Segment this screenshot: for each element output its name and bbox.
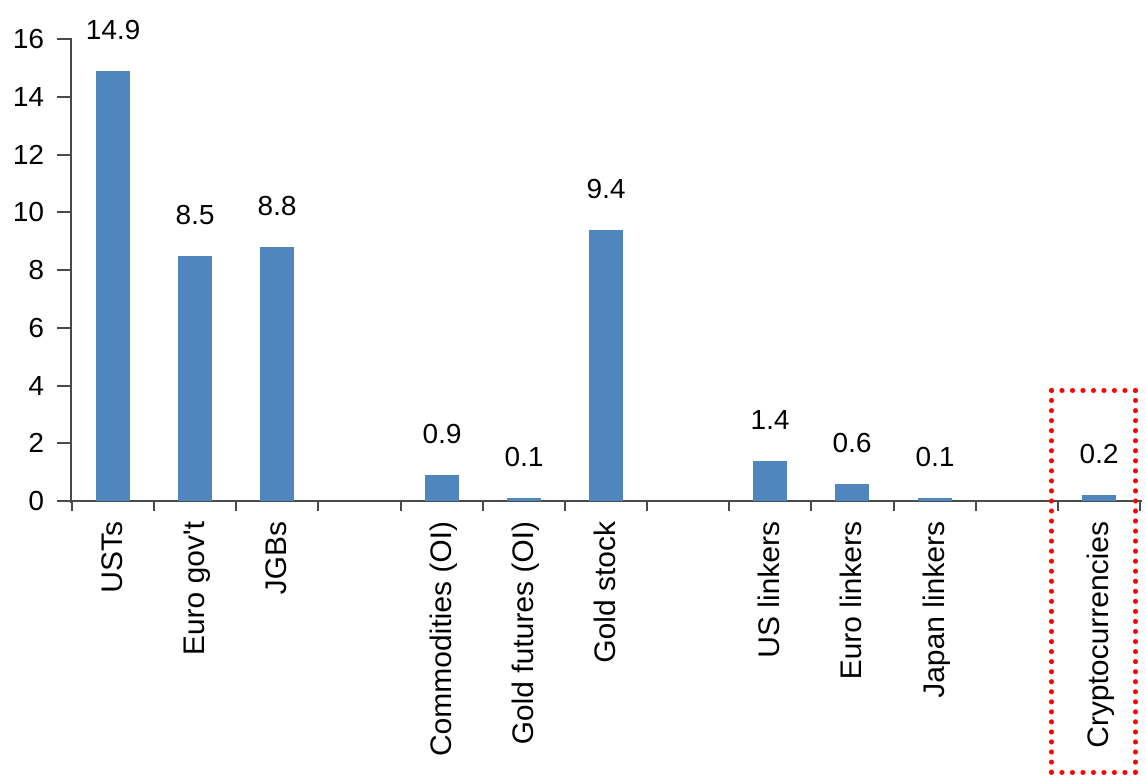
x-axis-tick xyxy=(235,502,237,511)
bar-value-label-gold-stock: 9.4 xyxy=(586,173,626,204)
bar-japan-linkers xyxy=(918,498,952,501)
x-axis-tick xyxy=(646,502,648,511)
bar-gold-futures-oi xyxy=(507,498,541,501)
y-axis-tick xyxy=(57,500,72,502)
x-axis-category-label-jgbs: JGBs xyxy=(260,521,293,595)
x-axis-category-label-gold-stock: Gold stock xyxy=(589,521,622,663)
y-axis-tick xyxy=(57,154,72,156)
x-axis-category-label-us-linkers: US linkers xyxy=(753,521,786,658)
y-axis-line xyxy=(70,39,72,503)
bar-value-label-japan-linkers: 0.1 xyxy=(915,441,955,472)
x-axis-category-label-usts: USTs xyxy=(96,521,129,593)
y-axis-tick xyxy=(57,327,72,329)
y-axis-tick xyxy=(57,385,72,387)
bar-value-label-usts: 14.9 xyxy=(85,14,141,45)
x-axis-line xyxy=(70,500,1142,502)
x-axis-category-label-euro-gov-t: Euro gov't xyxy=(178,521,211,656)
bar-value-label-jgbs: 8.8 xyxy=(257,190,297,221)
bar-value-label-gold-futures-oi: 0.1 xyxy=(504,441,544,472)
x-axis-tick xyxy=(975,502,977,511)
bar-us-linkers xyxy=(753,461,787,501)
x-axis-tick xyxy=(810,502,812,511)
bar-commodities-oi xyxy=(425,475,459,501)
bar-gold-stock xyxy=(589,230,623,501)
y-axis-tick xyxy=(57,96,72,98)
bar-value-label-us-linkers: 1.4 xyxy=(750,404,790,435)
y-axis-tick xyxy=(57,211,72,213)
y-axis-tick-label: 8 xyxy=(28,254,44,285)
y-axis-tick-label: 2 xyxy=(28,427,44,458)
x-axis-tick xyxy=(400,502,402,511)
y-axis-tick-label: 10 xyxy=(12,196,44,227)
bar-jgbs xyxy=(260,247,294,501)
x-axis-tick xyxy=(482,502,484,511)
x-axis-category-label-gold-futures-oi: Gold futures (OI) xyxy=(507,521,540,745)
y-axis-tick-label: 0 xyxy=(28,485,44,516)
bar-value-label-euro-gov-t: 8.5 xyxy=(175,199,215,230)
bar-euro-linkers xyxy=(835,484,869,501)
bar-usts xyxy=(96,71,130,501)
y-axis-tick xyxy=(57,442,72,444)
x-axis-category-label-japan-linkers: Japan linkers xyxy=(918,521,951,698)
x-axis-category-label-euro-linkers: Euro linkers xyxy=(835,521,868,680)
x-axis-tick xyxy=(317,502,319,511)
x-axis-tick xyxy=(153,502,155,511)
x-axis-tick xyxy=(728,502,730,511)
bar-value-label-commodities-oi: 0.9 xyxy=(422,418,462,449)
x-axis-tick xyxy=(71,502,73,511)
y-axis-tick-label: 6 xyxy=(28,312,44,343)
y-axis-tick-label: 4 xyxy=(28,370,44,401)
x-axis-tick xyxy=(893,502,895,511)
x-axis-tick xyxy=(1139,502,1141,511)
y-axis-tick-label: 16 xyxy=(12,23,44,54)
highlight-box xyxy=(1049,388,1138,775)
x-axis-category-label-commodities-oi: Commodities (OI) xyxy=(425,521,458,757)
bar-value-label-cryptocurrencies: 0.2 xyxy=(1079,438,1119,469)
bar-euro-gov-t xyxy=(178,256,212,501)
y-axis-tick xyxy=(57,38,72,40)
x-axis-tick xyxy=(1057,502,1059,511)
y-axis-tick xyxy=(57,269,72,271)
y-axis-tick-label: 12 xyxy=(12,139,44,170)
y-axis-tick-label: 14 xyxy=(12,81,44,112)
bar-value-label-euro-linkers: 0.6 xyxy=(832,427,872,458)
bar-cryptocurrencies xyxy=(1082,495,1116,501)
x-axis-tick xyxy=(564,502,566,511)
